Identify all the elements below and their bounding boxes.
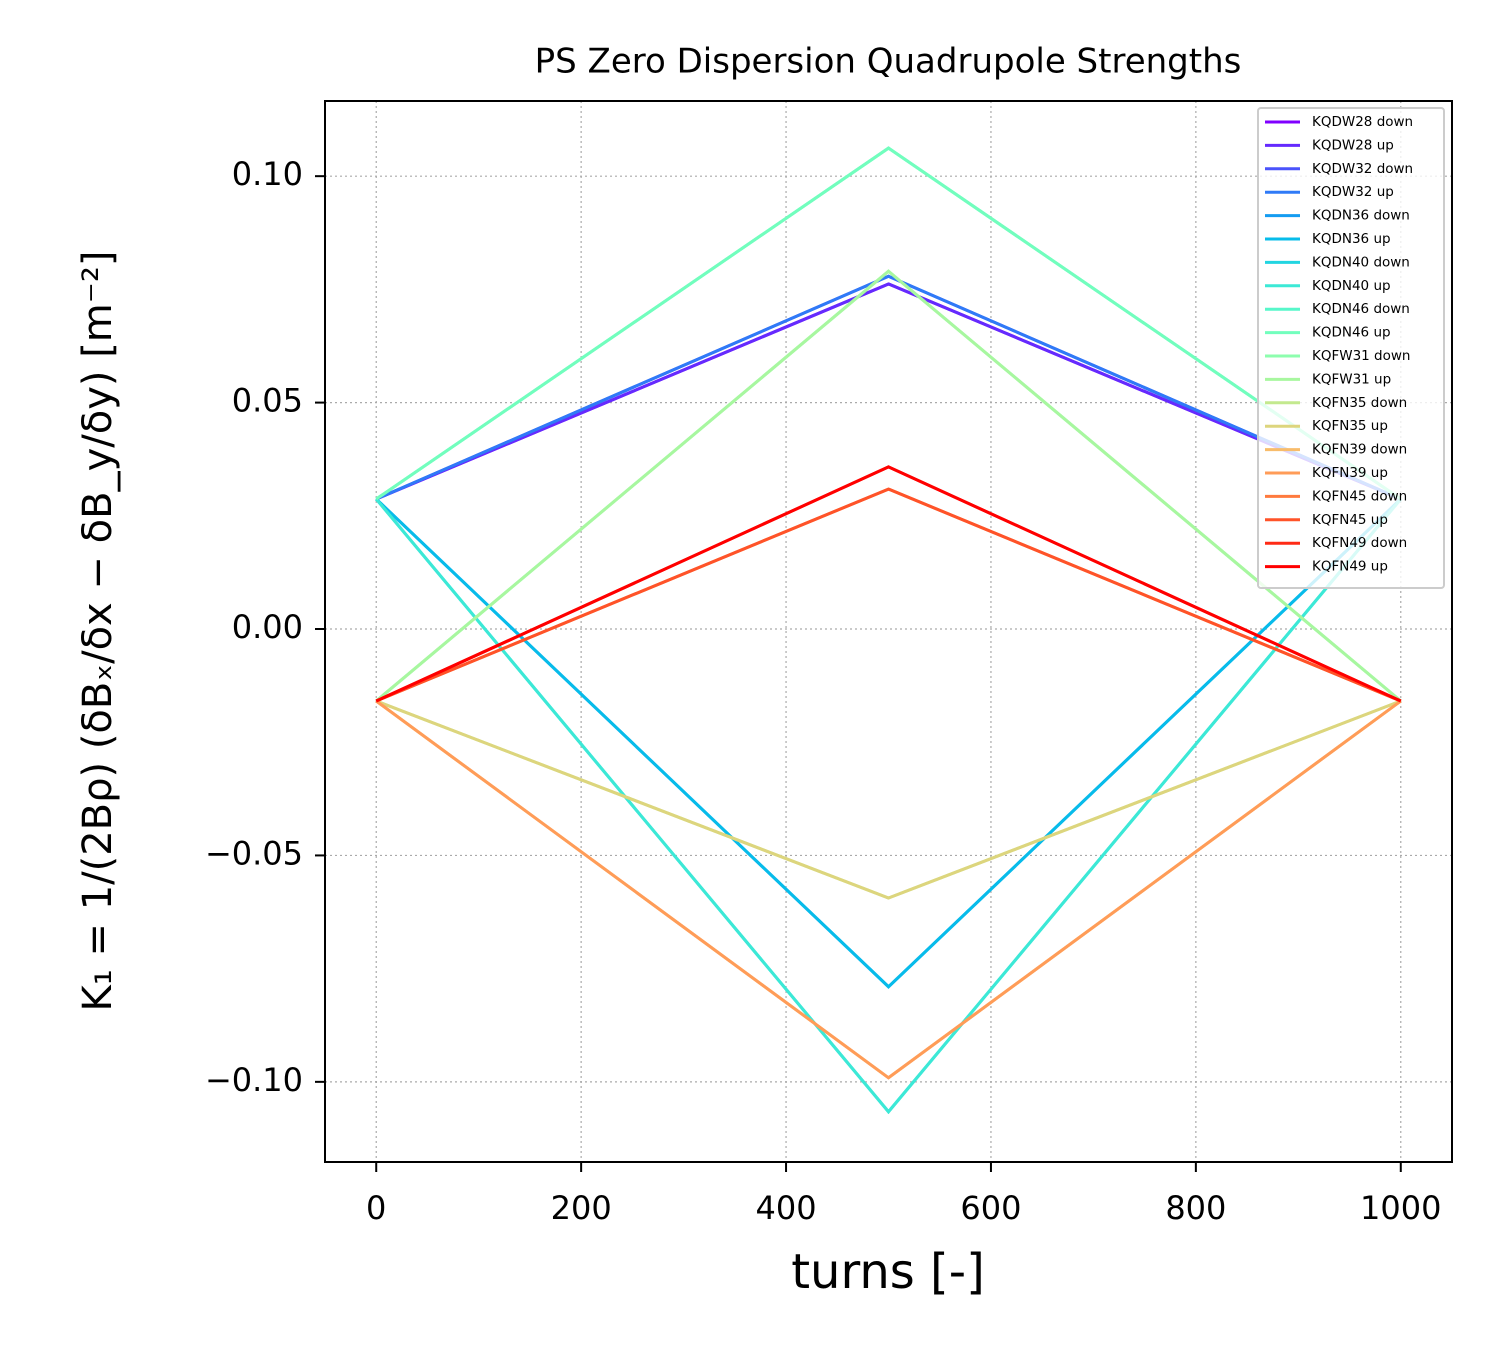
x-tick-label: 600 (960, 1189, 1021, 1227)
y-tick-label: −0.10 (205, 1061, 303, 1099)
series-line (375, 269, 1402, 703)
legend-label: KQFN35 up (1312, 418, 1388, 434)
x-tick-label: 0 (366, 1189, 386, 1227)
legend-label: KQFN49 down (1312, 535, 1407, 551)
series-line (375, 498, 1402, 1115)
series-line (375, 699, 1402, 900)
legend-label: KQDW32 up (1312, 184, 1394, 200)
legend-label: KQDN46 down (1312, 301, 1410, 317)
x-tick-label: 1000 (1360, 1189, 1441, 1227)
legend-label: KQFN45 up (1312, 512, 1388, 528)
legend-label: KQFN49 up (1312, 559, 1388, 575)
series-line (375, 465, 1402, 703)
series-line (375, 699, 1402, 900)
x-tick-label: 800 (1165, 1189, 1226, 1227)
y-tick-label: 0.10 (232, 155, 303, 193)
y-tick-label: −0.05 (205, 834, 303, 872)
plot-frame (324, 100, 1453, 1163)
legend-label: KQDW32 down (1312, 161, 1413, 177)
series-line (375, 487, 1402, 703)
chart-title: PS Zero Dispersion Quadrupole Strengths (535, 42, 1242, 82)
x-tick-label: 400 (756, 1189, 817, 1227)
legend-label: KQDN40 down (1312, 254, 1410, 270)
series-line (375, 498, 1402, 1115)
legend-label: KQFW31 down (1312, 348, 1411, 364)
series-line (375, 699, 1402, 1080)
legend-label: KQFN39 up (1312, 465, 1388, 481)
series-line (375, 282, 1402, 501)
y-axis-label: K₁ = 1/(2Bρ) (δBₓ/δx − δB_y/δy) [m⁻²] (75, 250, 121, 1011)
series-line (375, 146, 1402, 501)
legend-label: KQDW28 up (1312, 137, 1394, 153)
legend-label: KQDW28 down (1312, 114, 1413, 130)
series-line (375, 497, 1402, 989)
legend-label: KQFN35 down (1312, 395, 1407, 411)
series-line (375, 146, 1402, 501)
x-tick-label: 200 (551, 1189, 612, 1227)
legend-box (1257, 107, 1445, 589)
legend-label: KQFN45 down (1312, 488, 1407, 504)
legend-label: KQDN36 up (1312, 231, 1391, 247)
series-line (375, 465, 1402, 703)
x-axis-label: turns [-] (791, 1244, 985, 1300)
y-tick-label: 0.05 (232, 382, 303, 420)
legend-label: KQDN40 up (1312, 278, 1391, 294)
legend-label: KQDN36 down (1312, 208, 1410, 224)
legend-label: KQDN46 up (1312, 325, 1391, 341)
legend-label: KQFW31 up (1312, 371, 1391, 387)
legend-label: KQFN39 down (1312, 442, 1407, 458)
series-line (375, 487, 1402, 703)
series-line (375, 699, 1402, 1080)
y-tick-label: 0.00 (232, 608, 303, 646)
series-line (375, 274, 1402, 501)
